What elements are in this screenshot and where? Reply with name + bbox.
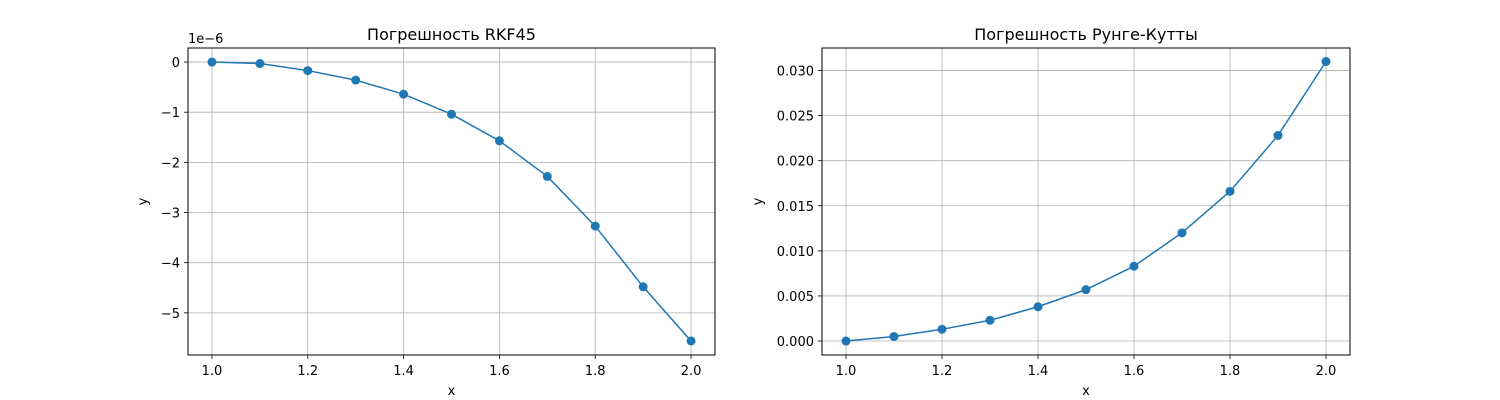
y-tick-label: 0	[172, 56, 180, 71]
x-tick-label: 1.4	[393, 364, 414, 379]
data-point	[255, 59, 265, 69]
chart-title: Погрешность Рунге-Кутты	[974, 25, 1197, 44]
y-tick-label: 0.005	[777, 290, 814, 305]
x-tick-label: 2.0	[681, 364, 702, 379]
series	[207, 57, 696, 346]
y-tick-label: −2	[161, 156, 180, 171]
data-point	[1177, 228, 1187, 238]
x-tick-label: 1.2	[932, 364, 953, 379]
data-point	[447, 109, 456, 119]
y-tick-label: −3	[161, 207, 180, 222]
chart-title: Погрешность RKF45	[367, 25, 536, 44]
data-point	[1273, 130, 1283, 140]
data-point	[303, 66, 313, 76]
x-tick-label: 1.2	[297, 364, 318, 379]
data-point	[686, 336, 696, 346]
x-tick-label: 1.0	[836, 364, 857, 379]
x-tick-label: 1.8	[585, 364, 606, 379]
data-point	[841, 336, 851, 346]
x-axis-label: x	[448, 384, 456, 399]
y-tick-label: −1	[161, 106, 180, 121]
series	[841, 57, 1331, 346]
x-tick-label: 1.4	[1028, 364, 1049, 379]
axes-frame	[821, 47, 1351, 356]
data-point	[494, 136, 504, 146]
y-axis-label: y	[136, 197, 151, 205]
series-line	[211, 61, 692, 342]
data-point	[937, 324, 947, 334]
ticks: 1.0 1.2 1.4 1.6 1.8 2.0 0 −1 −2 −3 −4 −5	[161, 56, 702, 379]
data-point	[351, 75, 361, 85]
x-tick-label: 1.8	[1220, 364, 1241, 379]
data-point	[207, 57, 217, 67]
data-point	[399, 89, 409, 99]
grid	[822, 48, 1350, 355]
y-tick-label: 0.000	[777, 335, 814, 350]
data-point	[590, 221, 600, 231]
data-point	[985, 315, 995, 325]
y-tick-label: 0.020	[777, 155, 814, 170]
series-line	[845, 61, 1327, 342]
data-point	[1129, 261, 1139, 271]
rkf45-error-chart: 1.0 1.2 1.4 1.6 1.8 2.0 0 −1 −2 −3 −4 −5 Погрешност…	[136, 25, 716, 399]
data-point	[638, 282, 648, 292]
data-point	[889, 332, 899, 342]
data-point	[1081, 285, 1091, 295]
data-point	[1033, 302, 1043, 312]
runge-kutta-error-chart: 1.0 1.2 1.4 1.6 1.8 2.0 0.000 0.005 0.010 0.015 0.…	[751, 25, 1351, 399]
y-offset-label: 1e−6	[188, 32, 223, 47]
x-tick-label: 1.0	[202, 364, 223, 379]
data-point	[542, 171, 552, 181]
x-tick-label: 1.6	[1124, 364, 1145, 379]
x-axis-label: x	[1082, 384, 1090, 399]
y-tick-label: 0.015	[777, 200, 814, 215]
y-tick-label: −4	[161, 257, 180, 272]
y-tick-label: −5	[161, 307, 180, 322]
ticks: 1.0 1.2 1.4 1.6 1.8 2.0 0.000 0.005 0.010 0.015 0.…	[777, 65, 1337, 379]
data-point	[1321, 57, 1331, 67]
y-tick-label: 0.010	[777, 245, 814, 260]
y-tick-label: 0.030	[777, 65, 814, 80]
grid	[188, 48, 715, 355]
axes-frame	[187, 47, 716, 356]
y-tick-label: 0.025	[777, 110, 814, 125]
y-axis-label: y	[751, 197, 766, 205]
x-tick-label: 1.6	[489, 364, 510, 379]
x-tick-label: 2.0	[1316, 364, 1337, 379]
data-point	[1225, 186, 1235, 196]
